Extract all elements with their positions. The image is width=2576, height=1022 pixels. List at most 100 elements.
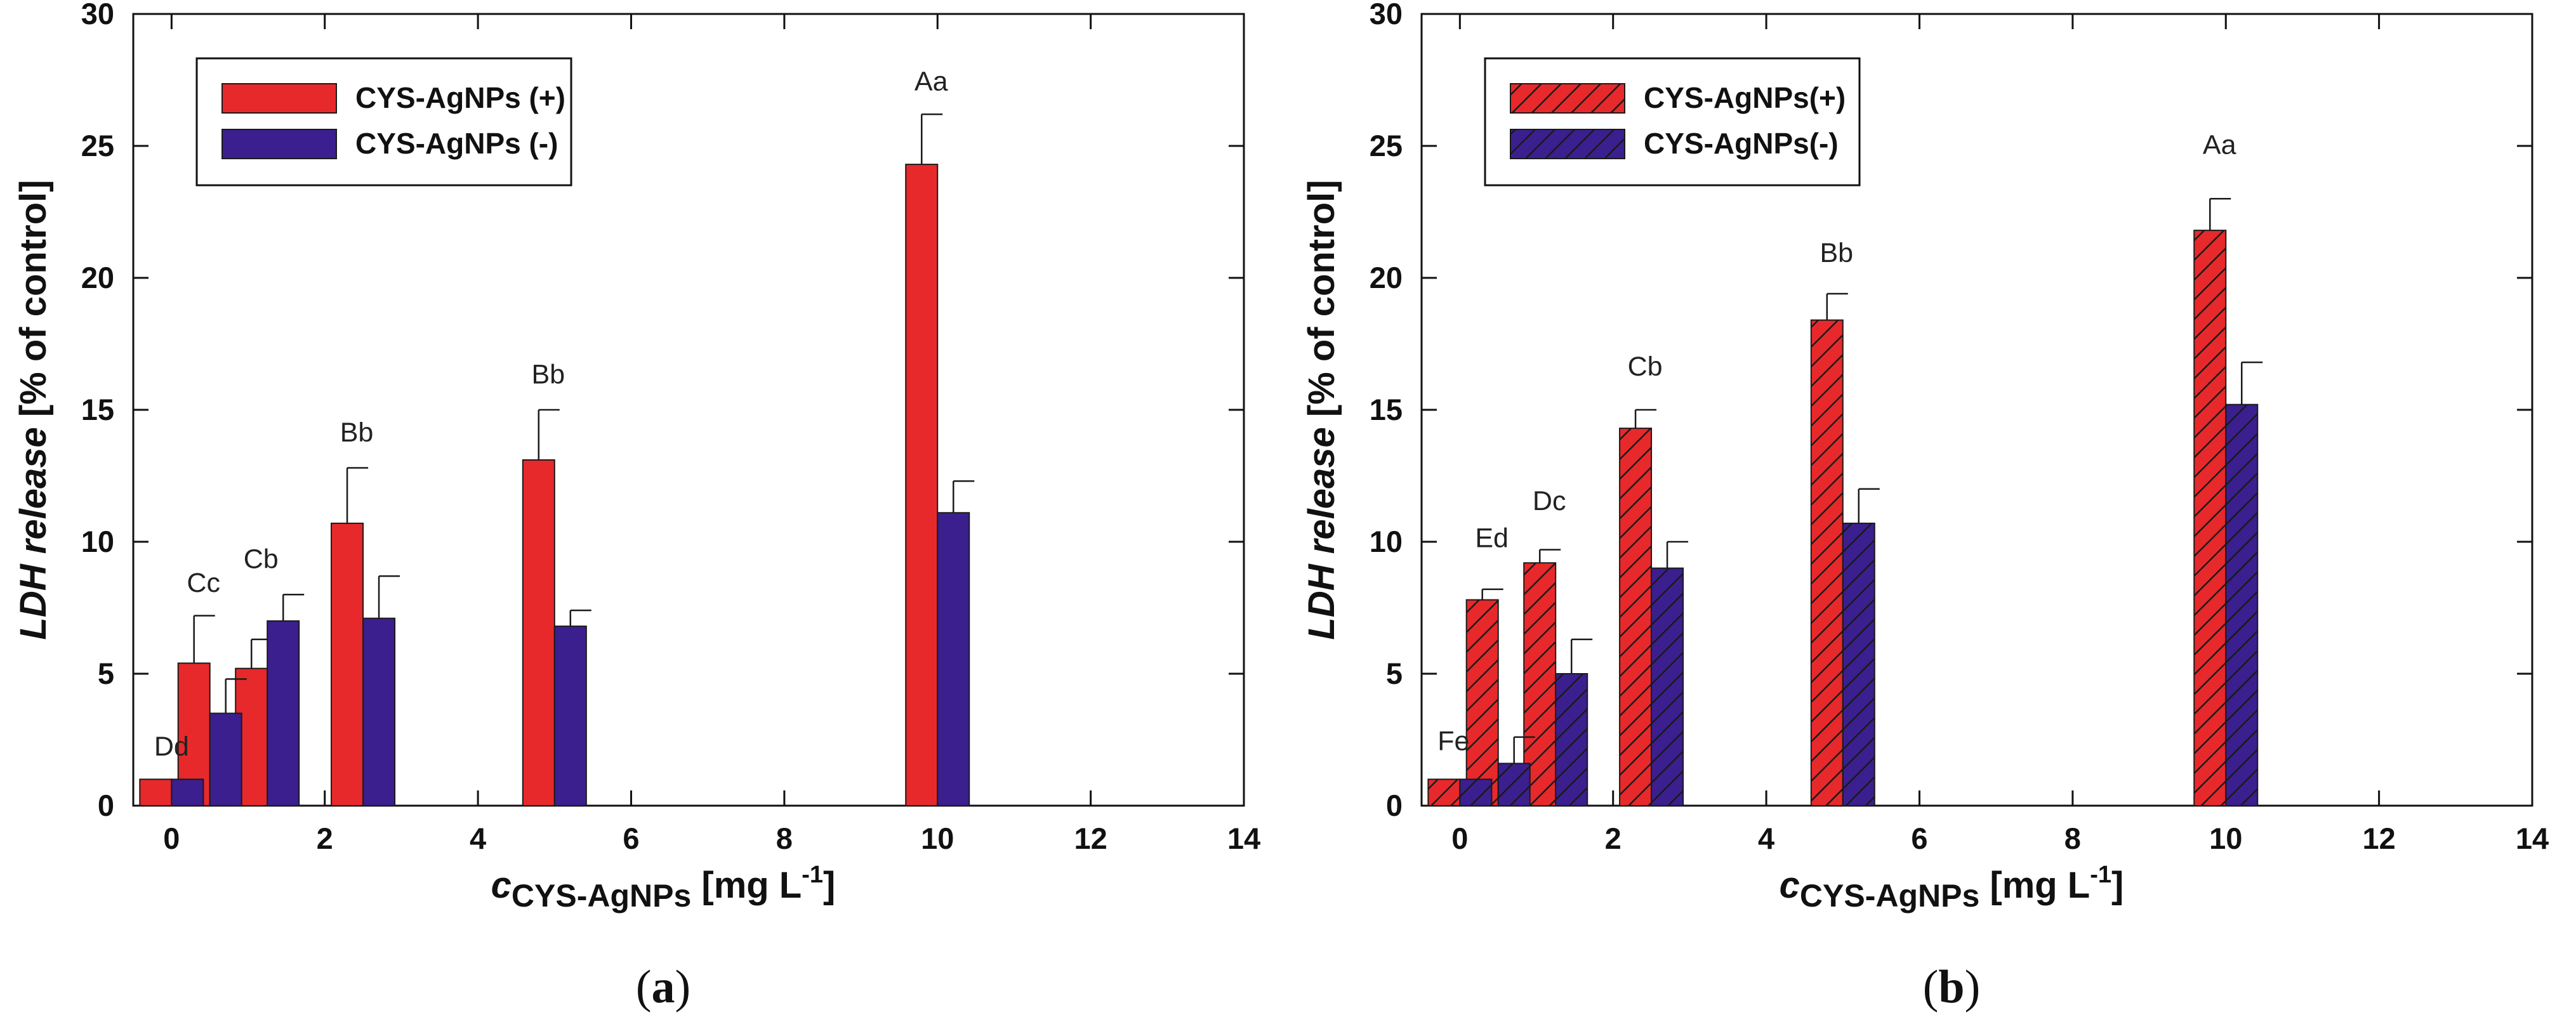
significance-label: Cc xyxy=(187,568,220,598)
panel-label: (a) xyxy=(636,961,690,1013)
chart-panel-b: 0 5 10 15 20 25 30 0 2 4 6 8 10 12 14 Fe Ed Dc Cb Bb Aa CYS-A… xyxy=(1288,0,2576,1022)
x-tick-label: 4 xyxy=(470,822,486,855)
x-tick-label: 12 xyxy=(2362,822,2395,855)
x-axis-label-sub: CYS-AgNPs xyxy=(1800,878,1979,914)
y-tick-label: 15 xyxy=(1370,393,1403,426)
x-tick-label: 10 xyxy=(2209,822,2242,855)
legend-box xyxy=(195,57,572,187)
bar-minus xyxy=(553,626,587,806)
significance-label: Fe xyxy=(1437,726,1469,757)
legend-box xyxy=(1484,57,1861,187)
x-tick-label: 8 xyxy=(776,822,793,855)
x-tick-label: 6 xyxy=(1911,822,1927,855)
panel-label-open: ( xyxy=(636,961,652,1013)
y-tick-label: 10 xyxy=(1370,525,1403,558)
significance-label: Cb xyxy=(1628,351,1663,382)
y-axis-label-rest: [% of control] xyxy=(1301,180,1342,427)
significance-label: Cb xyxy=(244,544,279,575)
legend-swatch xyxy=(221,129,337,159)
y-axis-label-italic: LDH release xyxy=(1301,427,1342,639)
chart-a-svg: 0 5 10 15 20 25 30 0 2 4 6 8 10 12 14 Dd Cc Cb Bb Bb Aa CYS-A… xyxy=(13,0,1260,1013)
bar-minus xyxy=(267,620,300,806)
x-axis-label: cCYS-AgNPs [mg L-1] xyxy=(491,861,836,914)
significance-label: Ed xyxy=(1475,523,1509,553)
y-axis-label: LDH release [% of control] xyxy=(13,180,54,639)
significance-label: Dc xyxy=(1533,486,1566,516)
x-axis-label-var: c xyxy=(1780,865,1800,906)
bar-minus xyxy=(1555,673,1589,806)
significance-label: Bb xyxy=(1820,238,1853,268)
y-axis-label-rest: [% of control] xyxy=(13,180,54,427)
x-axis-label-sub: CYS-AgNPs xyxy=(512,878,691,914)
bar-minus xyxy=(2225,403,2259,806)
panel-label-letter: a xyxy=(652,961,675,1013)
legend-label: CYS-AgNPs(+) xyxy=(1644,81,1846,114)
x-axis-label-sup: -1 xyxy=(2090,861,2111,888)
x-tick-label: 12 xyxy=(1074,822,1107,855)
panel-label-open: ( xyxy=(1923,961,1939,1013)
bar-minus xyxy=(1497,763,1531,806)
bar-minus xyxy=(937,512,970,806)
legend-swatch xyxy=(221,83,337,114)
y-tick-label: 20 xyxy=(1370,261,1403,294)
panel-label-letter: b xyxy=(1938,961,1964,1013)
bar-plus xyxy=(1810,319,1844,806)
x-tick-label: 2 xyxy=(1605,822,1622,855)
significance-label: Bb xyxy=(340,417,374,448)
y-tick-label: 20 xyxy=(81,261,114,294)
legend-swatch xyxy=(1510,83,1625,114)
bar-plus xyxy=(522,459,555,806)
x-tick-label: 0 xyxy=(163,822,180,855)
x-axis-label-var: c xyxy=(491,865,512,906)
legend-label: CYS-AgNPs(-) xyxy=(1644,127,1839,160)
chart-panel-a: 0 5 10 15 20 25 30 0 2 4 6 8 10 12 14 Dd Cc Cb Bb Bb Aa CYS-A… xyxy=(13,0,1260,1013)
legend: CYS-AgNPs(+) CYS-AgNPs(-) xyxy=(1484,57,1861,187)
legend-label: CYS-AgNPs (-) xyxy=(355,127,558,160)
y-tick-label: 5 xyxy=(98,657,114,690)
bar-minus xyxy=(209,712,242,807)
x-axis-label-close: ] xyxy=(2111,865,2124,906)
x-axis-label-sup: -1 xyxy=(802,861,823,888)
x-axis-label: cCYS-AgNPs [mg L-1] xyxy=(1780,861,2124,914)
bar-plus xyxy=(331,522,364,806)
panel-label-close: ) xyxy=(1965,961,1981,1013)
y-axis-label-italic: LDH release xyxy=(13,427,54,639)
x-tick-label: 14 xyxy=(2516,822,2549,855)
significance-label: Aa xyxy=(2203,129,2236,160)
bar-minus xyxy=(171,778,204,807)
x-tick-label: 10 xyxy=(921,822,954,855)
y-tick-label: 15 xyxy=(81,393,114,426)
bar-minus xyxy=(362,617,396,806)
bar-plus xyxy=(1427,778,1461,807)
bar-minus xyxy=(1459,778,1493,807)
y-axis-label: LDH release [% of control] xyxy=(1301,180,1342,639)
bar-plus xyxy=(139,778,173,807)
y-tick-label: 5 xyxy=(1386,657,1403,690)
x-tick-label: 8 xyxy=(2064,822,2081,855)
legend: CYS-AgNPs (+) CYS-AgNPs (-) xyxy=(195,57,572,187)
x-axis-label-unit: [mg L xyxy=(691,865,802,906)
y-tick-label: 25 xyxy=(1370,129,1403,162)
x-tick-label: 14 xyxy=(1227,822,1260,855)
x-tick-label: 0 xyxy=(1451,822,1468,855)
panel-label-close: ) xyxy=(675,961,691,1013)
significance-label: Aa xyxy=(915,67,948,97)
bar-plus xyxy=(1619,428,1653,806)
y-tick-label: 0 xyxy=(98,789,114,822)
y-tick-label: 30 xyxy=(81,0,114,30)
x-tick-label: 6 xyxy=(623,822,639,855)
y-tick-label: 30 xyxy=(1370,0,1403,30)
legend-swatch xyxy=(1510,129,1625,159)
bar-plus xyxy=(2193,230,2227,806)
chart-b-svg: 0 5 10 15 20 25 30 0 2 4 6 8 10 12 14 Fe Ed Dc Cb Bb Aa CYS-A… xyxy=(1301,0,2549,1013)
y-tick-label: 25 xyxy=(81,129,114,162)
bar-minus xyxy=(1842,522,1875,806)
significance-label: Dd xyxy=(154,731,189,762)
panel-label: (b) xyxy=(1923,961,1980,1013)
significance-label: Bb xyxy=(531,359,565,390)
x-tick-label: 2 xyxy=(317,822,333,855)
y-tick-label: 10 xyxy=(81,525,114,558)
bar-minus xyxy=(1651,567,1684,806)
legend-label: CYS-AgNPs (+) xyxy=(355,81,565,114)
bar-plus xyxy=(1465,599,1499,807)
